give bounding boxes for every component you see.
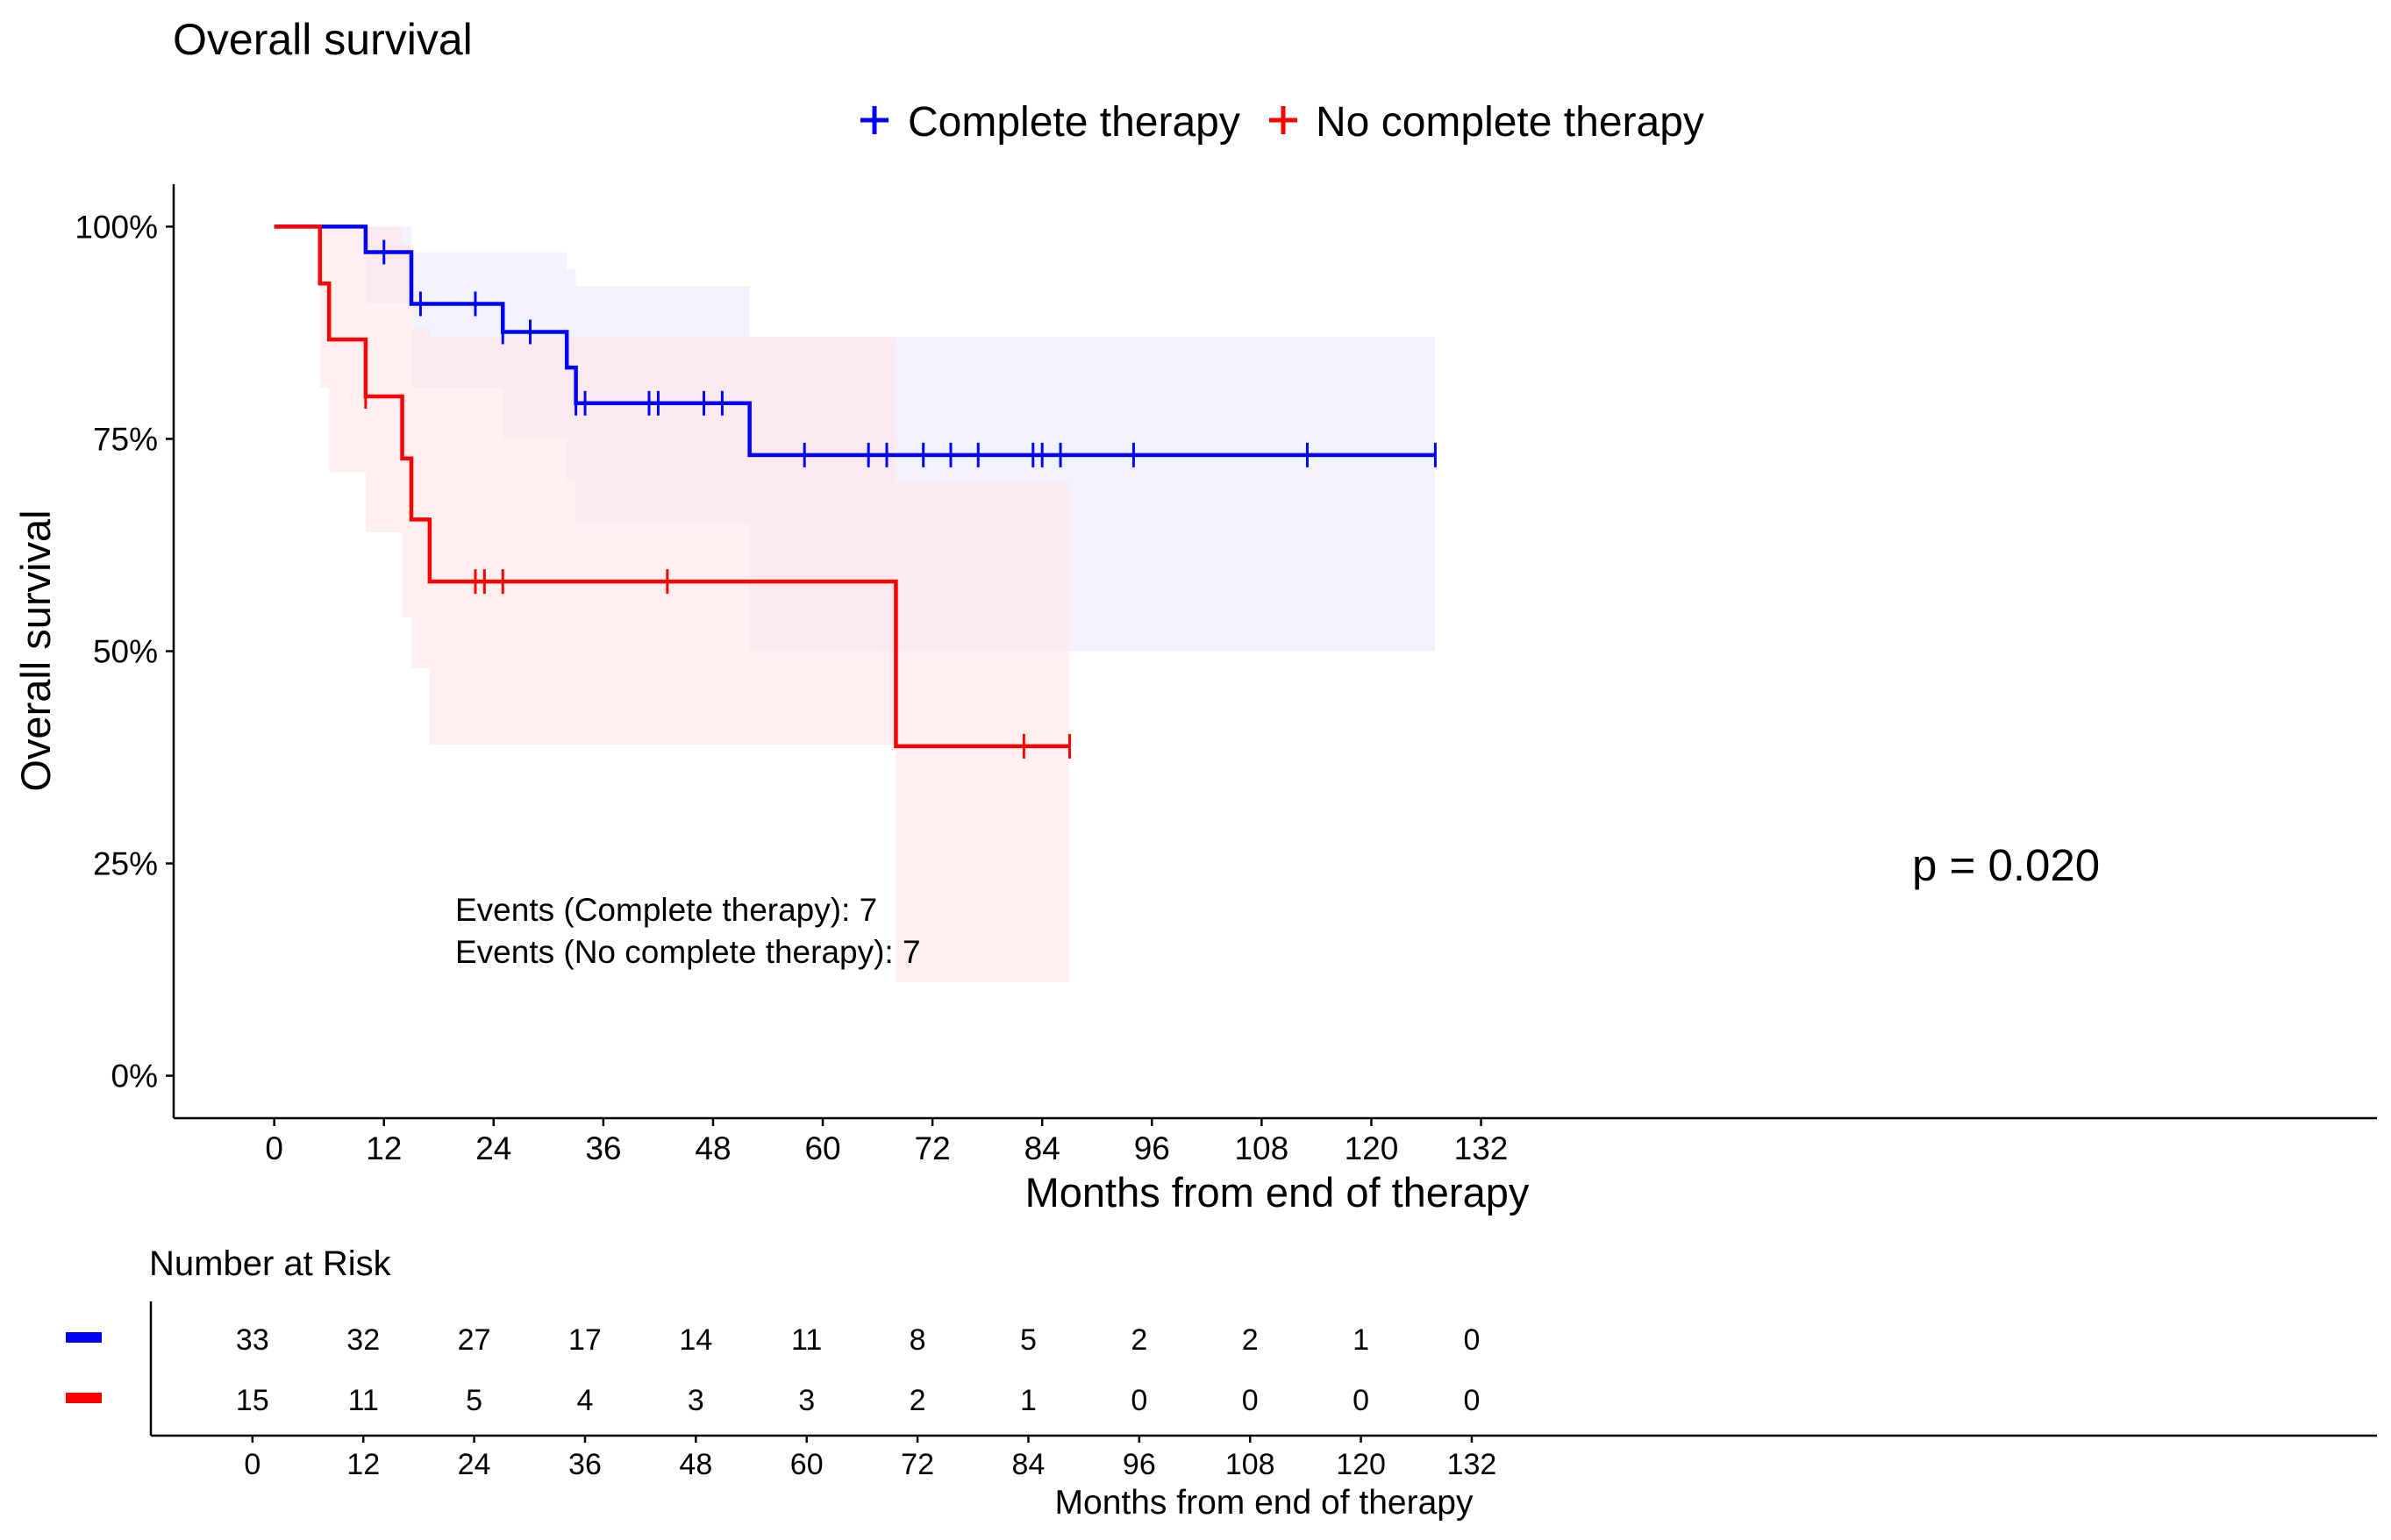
survival-curve-no-complete [274, 225, 1070, 749]
risk-table-cells: 33 32 27 17 14 11 8 5 2 2 1 015 11 5 4 3 3 2 1 0 0 0 0 [236, 1323, 1480, 1417]
x-tick-label: 84 [1024, 1130, 1060, 1166]
y-tick-label: 25% [93, 846, 158, 882]
x-tick-label: 36 [585, 1130, 621, 1166]
legend: Complete therapy No complete therapy [860, 99, 1704, 146]
risk-cell-no-complete: 5 [466, 1384, 482, 1417]
events-no-complete-annotation: Events (No complete therapy): 7 [455, 934, 921, 970]
risk-x-tick-label: 0 [244, 1448, 261, 1481]
risk-cell-complete: 14 [679, 1323, 712, 1357]
risk-cell-complete: 2 [1242, 1323, 1259, 1357]
risk-cell-complete: 1 [1353, 1323, 1369, 1357]
risk-x-tick-label: 24 [458, 1448, 491, 1481]
p-value-label: p = 0.020 [1912, 840, 2100, 890]
x-tick-label: 24 [475, 1130, 511, 1166]
risk-x-tick-label: 84 [1012, 1448, 1046, 1481]
risk-x-tick-label: 96 [1123, 1448, 1156, 1481]
risk-x-tick-label: 12 [346, 1448, 380, 1481]
risk-table-x-ticks: 0 12 24 36 48 60 72 84 96 108 120 132 [244, 1436, 1496, 1481]
risk-cell-complete: 2 [1131, 1323, 1147, 1357]
risk-cell-no-complete: 0 [1242, 1384, 1259, 1417]
risk-x-tick-label: 108 [1225, 1448, 1275, 1481]
x-tick-label: 72 [915, 1130, 951, 1166]
risk-x-tick-label: 48 [679, 1448, 712, 1481]
risk-cell-no-complete: 4 [577, 1384, 594, 1417]
x-tick-label: 12 [366, 1130, 402, 1166]
risk-cell-complete: 0 [1463, 1323, 1480, 1357]
x-tick-label: 48 [695, 1130, 731, 1166]
risk-cell-no-complete: 11 [348, 1384, 379, 1417]
ci-band-segment-no-complete [411, 328, 430, 668]
y-axis-title: Overall survival [12, 510, 59, 791]
risk-cell-complete: 17 [568, 1323, 602, 1357]
risk-cell-no-complete: 15 [236, 1384, 269, 1417]
legend-label-no-complete: No complete therapy [1316, 99, 1704, 146]
risk-x-tick-label: 120 [1336, 1448, 1386, 1481]
plot-bands [319, 226, 1436, 983]
risk-cell-complete: 32 [346, 1323, 380, 1357]
ci-band-segment-no-complete [319, 226, 330, 389]
risk-x-tick-label: 72 [901, 1448, 934, 1481]
y-ticks: 0% 25% 50% 75% 100% [75, 209, 174, 1094]
risk-table: Number at Risk 33 32 27 17 14 11 8 5 2 2 1 015 11 5 4 3… [66, 1244, 2377, 1522]
y-tick-label: 100% [75, 209, 158, 245]
ci-band-segment-no-complete [896, 481, 1070, 983]
risk-cell-complete: 33 [236, 1323, 269, 1357]
survival-curve-complete [274, 225, 1436, 458]
x-ticks: 0 12 24 36 48 60 72 84 96 108 120 132 [265, 1118, 1508, 1166]
risk-cell-no-complete: 3 [798, 1384, 815, 1417]
x-tick-label: 132 [1454, 1130, 1509, 1166]
x-tick-label: 120 [1345, 1130, 1399, 1166]
ci-band-segment-no-complete [429, 337, 896, 745]
risk-cell-complete: 11 [791, 1323, 822, 1357]
events-complete-annotation: Events (Complete therapy): 7 [455, 892, 877, 928]
x-axis-title: Months from end of therapy [1025, 1169, 1530, 1216]
risk-cell-complete: 8 [910, 1323, 926, 1357]
risk-table-x-title: Months from end of therapy [1055, 1484, 1474, 1522]
legend-marker-no-complete [1269, 106, 1297, 134]
risk-cell-no-complete: 3 [688, 1384, 704, 1417]
legend-label-complete: Complete therapy [908, 99, 1240, 146]
x-tick-label: 96 [1134, 1130, 1170, 1166]
plot-curves [274, 225, 1437, 759]
ci-band-segment-no-complete [365, 226, 403, 532]
risk-cell-complete: 5 [1020, 1323, 1037, 1357]
risk-row-marker-complete [66, 1332, 102, 1343]
risk-cell-no-complete: 1 [1020, 1384, 1037, 1417]
risk-cell-no-complete: 0 [1131, 1384, 1147, 1417]
ci-band-segment-no-complete [402, 243, 412, 617]
ci-band-segment-no-complete [329, 226, 366, 474]
risk-cell-complete: 27 [458, 1323, 491, 1357]
x-tick-label: 60 [804, 1130, 840, 1166]
risk-table-title: Number at Risk [149, 1244, 392, 1283]
risk-x-tick-label: 36 [568, 1448, 602, 1481]
y-tick-label: 75% [93, 421, 158, 457]
risk-x-tick-label: 60 [790, 1448, 824, 1481]
risk-cell-no-complete: 2 [910, 1384, 926, 1417]
chart-title: Overall survival [173, 15, 473, 64]
risk-x-tick-label: 132 [1447, 1448, 1497, 1481]
risk-row-marker-no-complete [66, 1393, 102, 1403]
y-tick-label: 50% [93, 634, 158, 670]
risk-cell-no-complete: 0 [1353, 1384, 1369, 1417]
risk-cell-no-complete: 0 [1463, 1384, 1480, 1417]
y-tick-label: 0% [111, 1059, 158, 1094]
x-tick-label: 0 [265, 1130, 283, 1166]
legend-marker-complete [860, 106, 889, 134]
x-tick-label: 108 [1234, 1130, 1288, 1166]
